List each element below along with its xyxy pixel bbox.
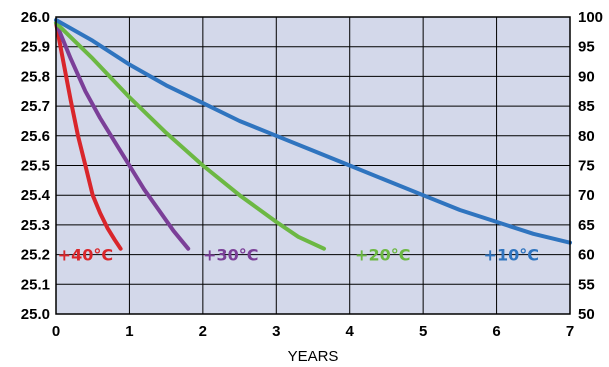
y-right-tick-label: 75 <box>578 158 595 175</box>
y-axis-left: 26.0 25.9 25.8 25.7 25.6 25.5 25.4 25.3 25.2 25.1… <box>21 9 51 323</box>
series-label: +40°C <box>58 246 113 265</box>
y-left-tick-label: 25.5 <box>21 158 50 175</box>
y-left-tick-label: 25.2 <box>21 247 50 264</box>
y-left-tick-label: 25.8 <box>21 68 50 85</box>
y-right-tick-label: 65 <box>578 217 595 234</box>
y-right-tick-label: 80 <box>578 128 595 145</box>
series-line <box>54 20 191 251</box>
series-line <box>54 20 123 251</box>
series-line <box>54 20 326 251</box>
y-right-tick-label: 70 <box>578 187 595 204</box>
y-left-tick-label: 25.3 <box>21 217 50 234</box>
series-lines <box>54 18 572 251</box>
y-left-tick-label: 25.7 <box>21 98 50 115</box>
x-tick-label: 1 <box>125 323 133 340</box>
series-label: +10°C <box>484 246 539 265</box>
y-right-tick-label: 50 <box>578 306 595 323</box>
y-right-tick-label: 100 <box>578 9 603 26</box>
plot-border <box>55 16 571 315</box>
y-left-tick-label: 25.1 <box>21 276 50 293</box>
y-left-tick-label: 25.0 <box>21 306 50 323</box>
x-axis-title: YEARS <box>288 348 339 365</box>
x-tick-label: 0 <box>52 323 60 340</box>
series-label: +30°C <box>203 246 258 265</box>
y-right-tick-label: 55 <box>578 276 595 293</box>
series-line <box>54 18 572 245</box>
x-tick-label: 7 <box>566 323 574 340</box>
y-right-tick-label: 85 <box>578 98 595 115</box>
y-axis-right: 100 95 90 85 80 75 70 65 60 55 50 <box>578 9 603 323</box>
y-left-tick-label: 25.9 <box>21 39 50 56</box>
y-left-tick-label: 25.6 <box>21 128 50 145</box>
x-tick-label: 4 <box>346 323 355 340</box>
series-label: +20°C <box>355 246 410 265</box>
y-right-tick-label: 90 <box>578 68 595 85</box>
y-left-tick-label: 26.0 <box>21 9 50 26</box>
x-tick-label: 3 <box>272 323 280 340</box>
x-tick-label: 6 <box>492 323 500 340</box>
x-tick-label: 5 <box>419 323 427 340</box>
y-right-tick-label: 95 <box>578 39 595 56</box>
series-labels: +40°C +30°C +20°C +10°C <box>58 246 539 265</box>
y-left-tick-label: 25.4 <box>21 187 51 204</box>
x-tick-label: 2 <box>199 323 207 340</box>
y-right-tick-label: 60 <box>578 247 595 264</box>
x-axis: 0 1 2 3 4 5 6 7 <box>52 323 574 340</box>
